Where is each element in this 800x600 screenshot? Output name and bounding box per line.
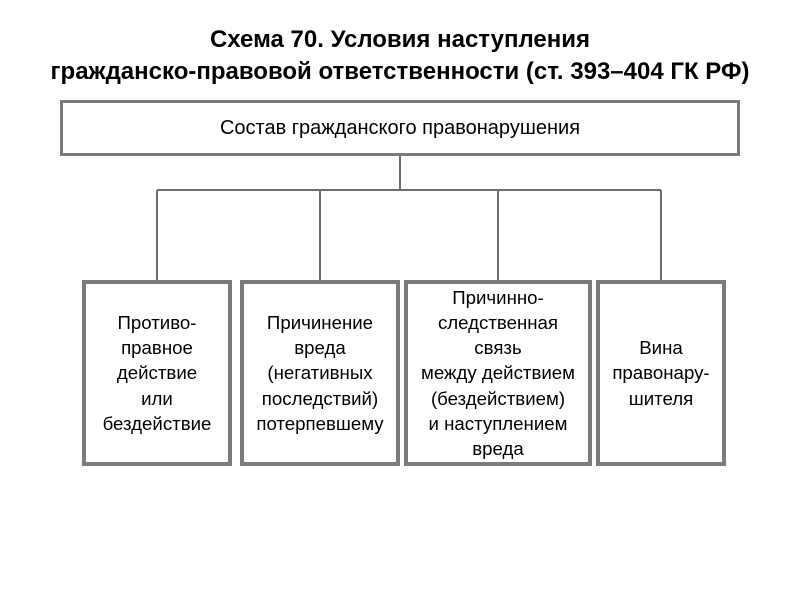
child-label-0: Противо- правное действие или бездействи… [103, 310, 212, 436]
connector-drop-0 [156, 190, 158, 280]
title-line-2: гражданско-правовой ответственности (ст.… [0, 56, 800, 88]
connector-drop-1 [319, 190, 321, 280]
diagram-title: Схема 70. Условия наступления гражданско… [0, 0, 800, 107]
child-label-3: Вина правонару- шителя [612, 335, 709, 411]
title-line-1: Схема 70. Условия наступления [0, 24, 800, 56]
connector-drop-2 [497, 190, 499, 280]
child-label-2: Причинно- следственная связь между дейст… [416, 285, 580, 461]
connector-stem [399, 156, 401, 190]
child-node-2: Причинно- следственная связь между дейст… [404, 280, 592, 466]
child-node-0: Противо- правное действие или бездействи… [82, 280, 232, 466]
connector-hbar [157, 189, 661, 191]
child-node-3: Вина правонару- шителя [596, 280, 726, 466]
child-node-1: Причинение вреда (негативных последствий… [240, 280, 400, 466]
root-node: Состав гражданского правонарушения [60, 100, 740, 156]
child-label-1: Причинение вреда (негативных последствий… [256, 310, 383, 436]
connector-drop-3 [660, 190, 662, 280]
root-label: Состав гражданского правонарушения [220, 117, 580, 140]
